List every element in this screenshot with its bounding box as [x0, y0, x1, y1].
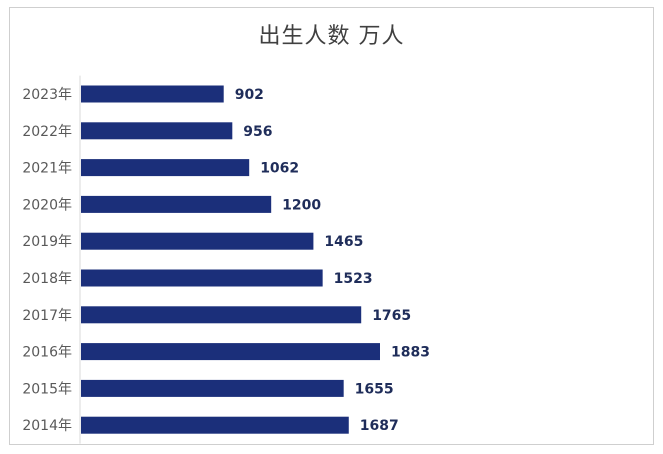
bar — [81, 416, 349, 434]
y-tick-label: 2016年 — [22, 345, 72, 361]
bar-value-label: 1655 — [355, 381, 394, 397]
y-tick-label: 2017年 — [22, 308, 72, 324]
bar-value-label: 902 — [235, 87, 264, 103]
bar — [81, 85, 224, 103]
bar — [81, 122, 233, 140]
bars-layer: 2023年 902 2022年 956 2021年 1062 2020年 1200 2019年 1… — [22, 85, 430, 434]
bar-value-label: 1765 — [372, 308, 411, 324]
bar — [81, 232, 314, 250]
y-tick-label: 2021年 — [22, 161, 72, 177]
bar — [81, 269, 323, 287]
bar-value-label: 1883 — [391, 345, 430, 361]
bar-value-label: 1200 — [282, 197, 321, 213]
bar-value-label: 956 — [243, 124, 272, 140]
bar-value-label: 1687 — [360, 418, 399, 434]
y-tick-label: 2015年 — [22, 381, 72, 397]
chart-frame — [9, 7, 654, 445]
y-tick-label: 2019年 — [22, 234, 72, 250]
y-tick-label: 2014年 — [22, 418, 72, 434]
chart-title: 出生人数 万人 — [258, 24, 405, 49]
bar — [81, 159, 250, 177]
y-tick-label: 2018年 — [22, 271, 72, 287]
bar — [81, 343, 380, 361]
bar-value-label: 1465 — [324, 234, 363, 250]
y-tick-label: 2022年 — [22, 124, 72, 140]
bar — [81, 195, 272, 213]
bar-value-label: 1523 — [334, 271, 373, 287]
bar-value-label: 1062 — [260, 161, 299, 177]
bar — [81, 306, 362, 324]
bar — [81, 379, 344, 397]
y-tick-label: 2023年 — [22, 87, 72, 103]
y-tick-label: 2020年 — [22, 197, 72, 213]
